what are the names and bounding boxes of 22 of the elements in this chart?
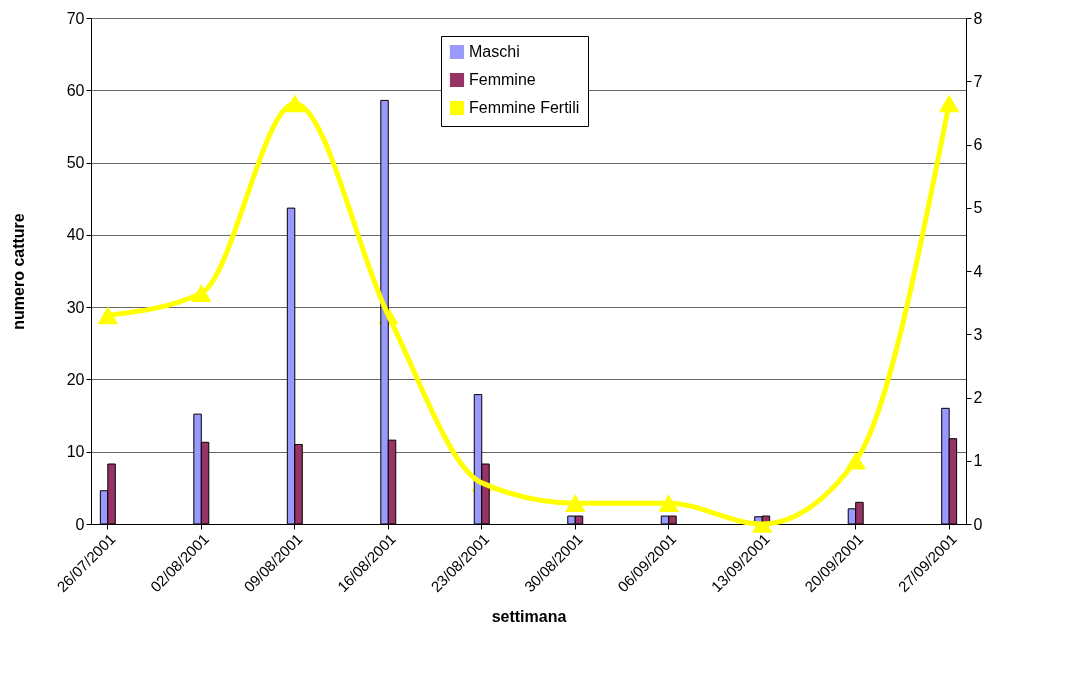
y2-tick-label: 0	[973, 515, 983, 533]
legend-label: Femmine Fertili	[469, 99, 580, 116]
y2-tick-label: 3	[973, 325, 983, 343]
y-tick-label: 10	[66, 443, 85, 461]
y-tick-label: 60	[66, 81, 85, 99]
y2-tick-label: 1	[973, 452, 983, 470]
y2-tick-label: 5	[973, 199, 983, 217]
y-tick-label: 50	[66, 154, 85, 172]
legend-label: Femmine	[469, 71, 536, 88]
y2-tick-label: 8	[973, 9, 983, 27]
y-tick-label: 0	[75, 515, 85, 533]
y-tick-label: 40	[66, 226, 85, 244]
y-tick-label: 20	[66, 370, 85, 388]
x-axis-title: settimana	[491, 608, 567, 626]
legend-label: Maschi	[469, 43, 520, 60]
y-tick-label: 30	[66, 298, 85, 316]
y2-tick-label: 4	[973, 262, 983, 280]
y2-tick-label: 7	[973, 72, 983, 90]
y2-tick-label: 6	[973, 136, 983, 153]
y2-tick-label: 2	[973, 389, 983, 406]
y-tick-label: 70	[66, 9, 85, 27]
y-axis-title: numero catture	[9, 213, 27, 330]
